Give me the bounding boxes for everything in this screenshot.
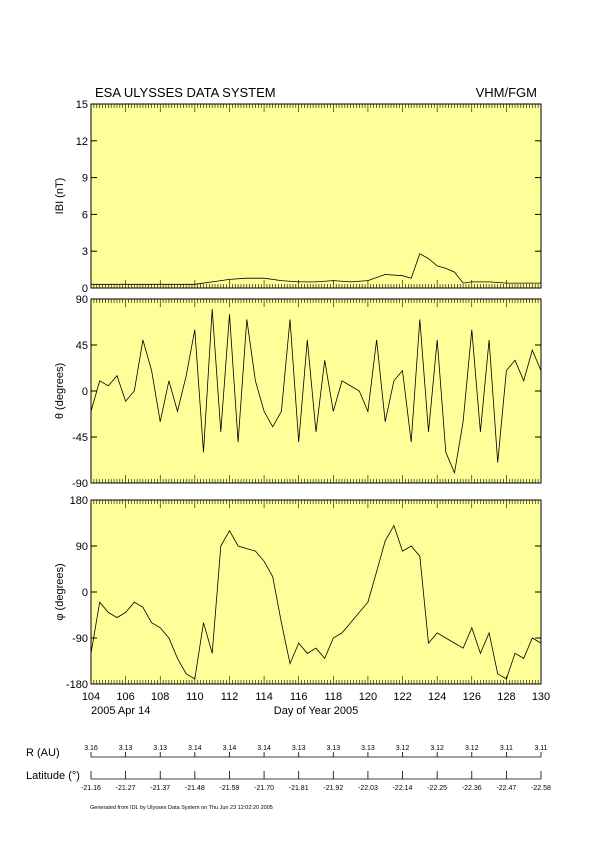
x-tick-label: 108 xyxy=(151,691,169,703)
latitude-tick-label: -22.36 xyxy=(462,785,482,792)
r-tick-label: 3.16 xyxy=(84,745,98,752)
y-tick-label: 0 xyxy=(82,386,88,398)
y-tick-label: 45 xyxy=(76,340,88,352)
latitude-tick-label: -21.81 xyxy=(289,785,309,792)
r-axis-label: R (AU) xyxy=(26,747,60,759)
r-tick-label: 3.11 xyxy=(534,745,547,752)
r-tick-label: 3.13 xyxy=(361,745,375,752)
panel-phi-ylabel: φ (degrees) xyxy=(54,563,66,620)
r-tick-label: 3.13 xyxy=(326,745,340,752)
y-tick-label: 180 xyxy=(70,495,88,507)
r-tick-label: 3.14 xyxy=(223,745,237,752)
x-axis-label: Day of Year 2005 xyxy=(274,705,358,717)
x-tick-label: 122 xyxy=(393,691,411,703)
x-tick-label: 106 xyxy=(116,691,134,703)
x-tick-label: 120 xyxy=(359,691,377,703)
y-tick-label: -90 xyxy=(72,633,88,645)
r-tick-label: 3.12 xyxy=(396,745,410,752)
panel-phi-y-ticks: -180 -90 0 90 180 xyxy=(66,495,541,691)
y-tick-label: 90 xyxy=(76,541,88,553)
x-tick-label: 118 xyxy=(325,691,343,703)
r-tick-label: 3.13 xyxy=(292,745,306,752)
x-tick-label: 130 xyxy=(532,691,550,703)
latitude-tick-label: -22.25 xyxy=(427,785,447,792)
x-tick-label: 114 xyxy=(255,691,273,703)
r-tick-label: 3.14 xyxy=(188,745,202,752)
latitude-tick-label: -21.70 xyxy=(254,785,274,792)
r-tick-label: 3.11 xyxy=(500,745,513,752)
y-tick-label: 15 xyxy=(76,99,88,111)
r-tick-label: 3.14 xyxy=(257,745,271,752)
plot-title: ESA ULYSSES DATA SYSTEM xyxy=(95,85,276,100)
latitude-tick-label: -22.58 xyxy=(531,785,551,792)
y-tick-label: -45 xyxy=(72,432,88,444)
latitude-tick-label: -21.92 xyxy=(323,785,343,792)
y-tick-label: 90 xyxy=(76,294,88,306)
panel-phi: -180 -90 0 90 180 φ (degrees) xyxy=(54,495,542,691)
x-axis-start-date: 2005 Apr 14 xyxy=(91,705,150,717)
y-tick-label: 9 xyxy=(82,173,88,185)
x-tick-label: 126 xyxy=(463,691,481,703)
panel-theta-background xyxy=(90,298,542,484)
panel-b-minor-ticks xyxy=(90,104,542,288)
r-tick-label: 3.12 xyxy=(465,745,479,752)
panel-phi-series-line xyxy=(90,524,542,680)
panel-theta-ylabel: θ (degrees) xyxy=(54,363,66,419)
x-tick-label: 110 xyxy=(186,691,204,703)
y-tick-label: 3 xyxy=(82,246,88,258)
latitude-tick-label: -21.59 xyxy=(220,785,240,792)
r-tick-label: 3.13 xyxy=(119,745,133,752)
panel-theta-y-ticks: -90 -45 0 45 90 xyxy=(72,294,541,490)
generated-note: Generated from IDL by Ulysses Data Syste… xyxy=(90,805,273,811)
x-tick-label: 104 xyxy=(82,691,100,703)
panel-b-y-ticks: 0 3 6 9 12 15 xyxy=(76,99,541,295)
y-tick-label: 0 xyxy=(82,283,88,295)
latitude-tick-label: -22.03 xyxy=(358,785,378,792)
y-tick-label: 6 xyxy=(82,209,88,221)
latitude-axis-label: Latitude (°) xyxy=(26,770,80,782)
x-tick-label: 128 xyxy=(497,691,515,703)
panel-phi-minor-ticks xyxy=(90,500,542,684)
latitude-axis: -21.16 -21.27 -21.37 -21.48 -21.59 -21.70 -21.… xyxy=(81,771,551,792)
latitude-tick-label: -22.14 xyxy=(393,785,413,792)
r-tick-label: 3.12 xyxy=(430,745,444,752)
x-axis-tick-labels: 104 106 108 110 112 114 116 118 120 122 124 126 128 1… xyxy=(82,691,550,703)
y-tick-label: -90 xyxy=(72,478,88,490)
latitude-tick-label: -21.16 xyxy=(81,785,101,792)
panel-b-ylabel: IBI (nT) xyxy=(54,178,66,215)
instrument-label: VHM/FGM xyxy=(476,85,537,100)
panel-theta-series-line xyxy=(90,309,542,475)
x-tick-label: 116 xyxy=(290,691,308,703)
latitude-tick-label: -21.48 xyxy=(185,785,205,792)
y-tick-label: 12 xyxy=(76,136,88,148)
x-tick-label: 124 xyxy=(428,691,446,703)
latitude-tick-label: -21.27 xyxy=(116,785,136,792)
r-tick-label: 3.13 xyxy=(153,745,167,752)
panel-theta: -90 -45 0 45 90 θ (degrees) xyxy=(54,294,542,490)
y-tick-label: -180 xyxy=(66,679,88,691)
panel-phi-background xyxy=(90,499,542,685)
latitude-tick-label: -21.37 xyxy=(150,785,170,792)
y-tick-label: 0 xyxy=(82,587,88,599)
panel-b-background xyxy=(90,103,542,289)
latitude-tick-label: -22.47 xyxy=(496,785,516,792)
panel-b-magnitude: 0 3 6 9 12 15 IBI (nT) xyxy=(54,99,542,295)
x-tick-label: 112 xyxy=(221,691,239,703)
panel-b-series-line xyxy=(91,253,541,285)
panel-theta-minor-ticks xyxy=(90,299,542,483)
r-axis: 3.16 3.13 3.13 3.14 3.14 3.14 3.13 3.13 3.13 3.12… xyxy=(84,745,548,758)
